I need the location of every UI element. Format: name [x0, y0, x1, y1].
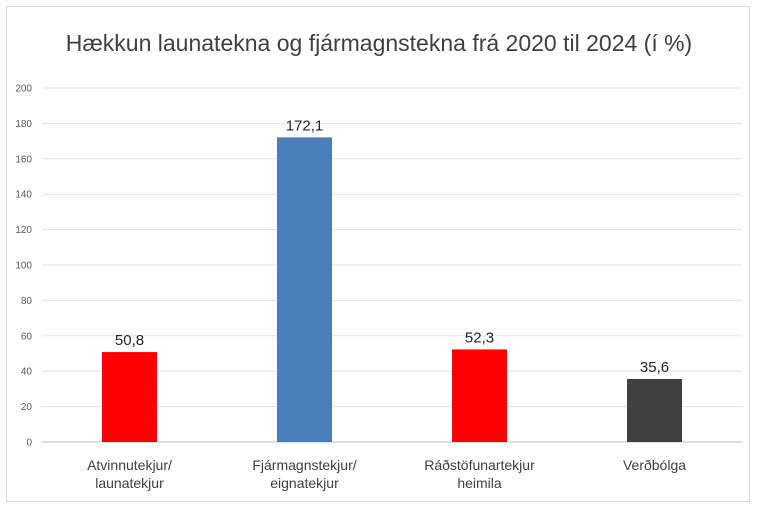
- data-label: 172,1: [286, 117, 324, 134]
- x-category-label: Verðbólga: [623, 457, 686, 473]
- bars: [102, 137, 682, 442]
- data-label: 50,8: [115, 332, 144, 349]
- y-tick-label: 160: [15, 154, 32, 165]
- y-tick-label: 180: [15, 119, 32, 130]
- x-category-label: heimila: [457, 475, 502, 491]
- y-tick-label: 200: [15, 84, 32, 95]
- x-category-label: launatekjur: [95, 475, 164, 491]
- bar: [452, 349, 507, 442]
- data-label: 52,3: [465, 329, 494, 346]
- y-tick-label: 120: [15, 225, 32, 236]
- data-labels: 50,8 172,1 52,3 35,6: [115, 117, 669, 376]
- bar: [102, 352, 157, 442]
- chart-title: Hækkun launatekna og fjármagnstekna frá …: [65, 30, 693, 56]
- x-category-label: Atvinnutekjur/: [87, 457, 172, 473]
- y-axis-ticks: 0 20 40 60 80 100 120 140 160 180 200: [15, 84, 32, 449]
- y-tick-label: 60: [21, 331, 33, 342]
- y-tick-label: 100: [15, 261, 32, 272]
- x-category-label: Ráðstöfunartekjur: [424, 457, 535, 473]
- y-tick-label: 140: [15, 190, 32, 201]
- x-axis-categories: Atvinnutekjur/launatekjur Fjármagnstekjur…: [87, 457, 686, 491]
- data-label: 35,6: [640, 359, 669, 376]
- y-tick-label: 20: [21, 402, 33, 413]
- y-tick-label: 80: [21, 296, 33, 307]
- gridlines: [42, 87, 742, 443]
- x-category-label: Fjármagnstekjur/: [252, 457, 356, 473]
- bar: [627, 378, 682, 442]
- y-tick-label: 0: [26, 438, 32, 449]
- bar: [277, 137, 332, 442]
- y-tick-label: 40: [21, 367, 33, 378]
- x-category-label: eignatekjur: [270, 475, 339, 491]
